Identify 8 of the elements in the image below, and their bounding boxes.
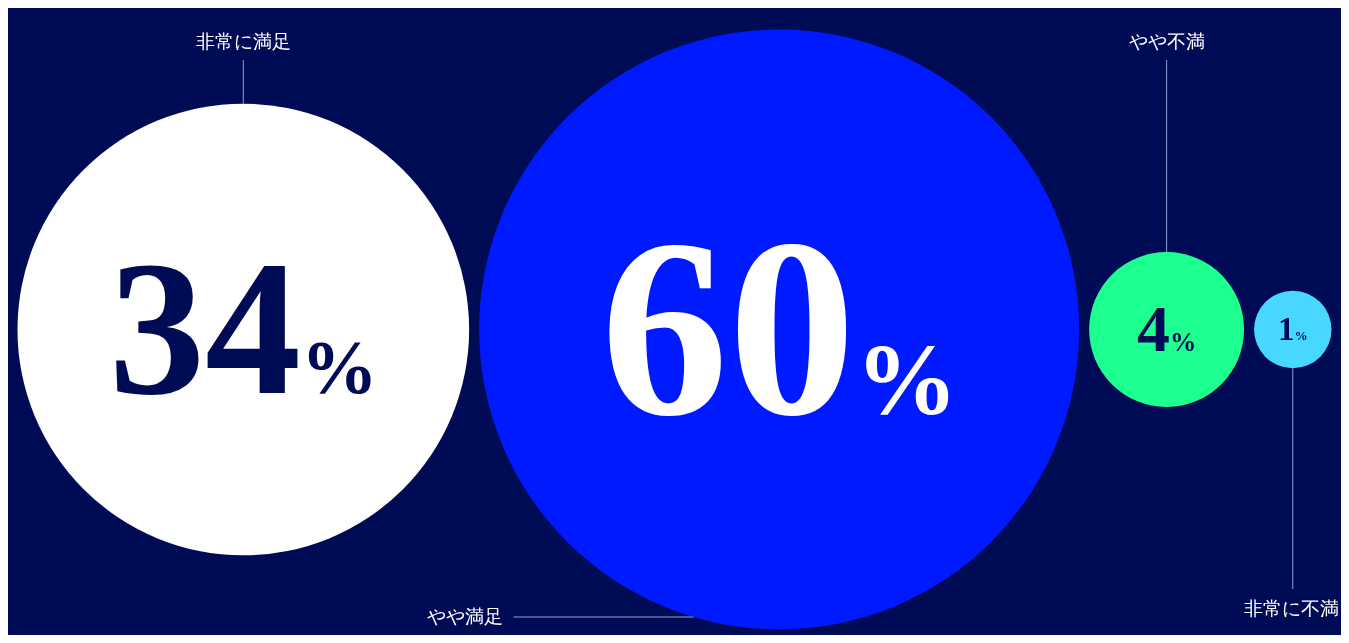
category-label: やや満足 — [427, 605, 504, 627]
data-label: 4% — [1136, 292, 1197, 366]
category-label: 非常に満足 — [195, 30, 291, 52]
category-label: 非常に不満 — [1244, 597, 1339, 619]
category-label: やや不満 — [1128, 30, 1205, 52]
data-label: 34% — [108, 221, 378, 435]
data-label: 60% — [600, 186, 958, 469]
data-label: 1% — [1277, 311, 1308, 348]
